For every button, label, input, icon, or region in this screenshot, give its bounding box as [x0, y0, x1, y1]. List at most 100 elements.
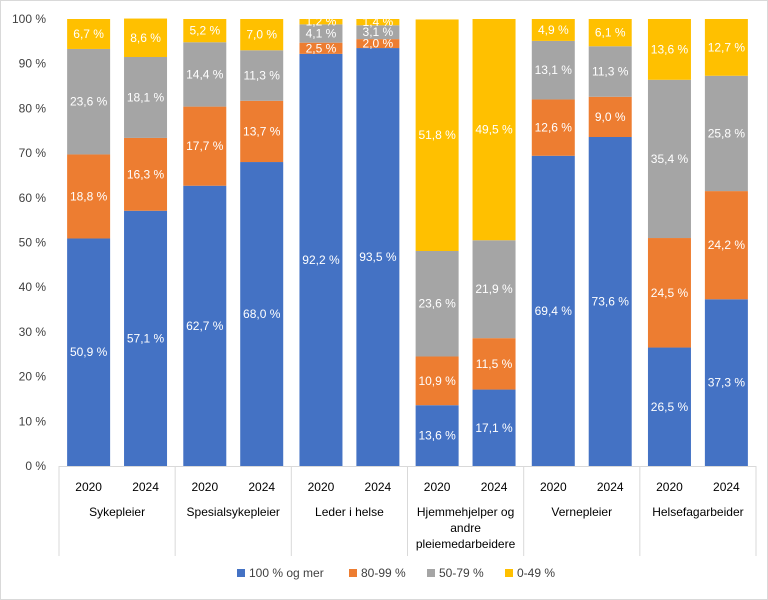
x-category-label: Vernepleier: [551, 505, 612, 519]
bar-segment: [588, 137, 632, 466]
data-label: 35,4 %: [651, 152, 689, 166]
bar-segment: [299, 53, 343, 467]
x-year-label: 2024: [597, 480, 624, 494]
y-tick-label: 30 %: [19, 325, 47, 339]
data-label: 12,7 %: [708, 40, 746, 54]
x-axis: 2020 2024 Sykepleier 2020 2024 Spesialsykeple…: [58, 466, 757, 556]
bar-segment: [531, 40, 575, 100]
data-label: 68,0 %: [243, 307, 281, 321]
bar-segment: [356, 19, 400, 26]
bar-segment: [647, 79, 691, 239]
bar-segment: [299, 24, 343, 43]
legend-swatch: [427, 569, 435, 577]
data-label: 1,2 %: [306, 15, 337, 29]
bar-segment: [704, 299, 748, 466]
bar-segment: [472, 338, 516, 390]
data-label: 1,4 %: [363, 15, 394, 29]
data-label: 13,7 %: [243, 124, 281, 138]
x-category-label: Spesialsykepleier: [187, 505, 280, 519]
y-tick-label: 70 %: [19, 146, 47, 160]
data-label: 50,9 %: [70, 345, 108, 359]
x-year-label: 2024: [481, 480, 508, 494]
y-tick-label: 40 %: [19, 280, 47, 294]
data-label: 93,5 %: [359, 250, 397, 264]
y-tick-label: 60 %: [19, 191, 47, 205]
bar-segment: [183, 42, 227, 107]
bar-segment: [647, 347, 691, 466]
data-label: 18,8 %: [70, 189, 108, 203]
bar-segment: [67, 19, 111, 49]
legend-label: 80-99 %: [361, 566, 406, 580]
bar-segment: [531, 99, 575, 156]
data-label: 92,2 %: [302, 253, 340, 267]
y-tick-label: 10 %: [19, 414, 47, 428]
bar-segment: [240, 100, 284, 163]
data-label: 13,6 %: [418, 429, 456, 443]
bar-segment: [415, 405, 459, 466]
data-label: 10,9 %: [418, 374, 456, 388]
bar-segment: [356, 39, 400, 49]
x-year-label: 2020: [191, 480, 218, 494]
x-year-label: 2020: [75, 480, 102, 494]
data-label: 4,9 %: [538, 23, 569, 37]
bar-segment: [67, 154, 111, 239]
x-category-label: Sykepleier: [89, 505, 145, 519]
data-label: 5,2 %: [189, 24, 220, 38]
bar-segment: [472, 240, 516, 339]
bars: 50,9 % 18,8 % 23,6 % 6,7 % 57,1 % 16,3 % 18,1 …: [67, 15, 748, 467]
data-label: 13,1 %: [535, 63, 573, 77]
legend-label: 50-79 %: [439, 566, 484, 580]
data-label: 24,2 %: [708, 238, 746, 252]
y-tick-label: 20 %: [19, 370, 47, 384]
bar-segment: [299, 19, 343, 25]
data-label: 6,7 %: [73, 27, 104, 41]
x-category-label: Helsefagarbeider: [652, 505, 743, 519]
legend-swatch: [505, 569, 513, 577]
data-label: 17,1 %: [475, 421, 513, 435]
bar-segment: [531, 19, 575, 41]
y-axis: 0 % 10 % 20 % 30 % 40 % 50 % 60 % 70 % 80 % 90 % 1…: [12, 12, 46, 473]
data-label: 51,8 %: [418, 128, 456, 142]
data-label: 69,4 %: [535, 304, 573, 318]
bar-segment: [124, 210, 168, 466]
bar-segment: [415, 356, 459, 406]
data-label: 7,0 %: [246, 28, 277, 42]
data-label: 23,6 %: [418, 297, 456, 311]
bar-segment: [183, 185, 227, 467]
legend-swatch: [349, 569, 357, 577]
data-label: 9,0 %: [595, 110, 626, 124]
x-year-label: 2024: [365, 480, 392, 494]
data-label: 17,7 %: [186, 139, 224, 153]
x-year-label: 2020: [424, 480, 451, 494]
bar-segment: [704, 75, 748, 192]
bar-segment: [240, 50, 284, 101]
data-label: 14,4 %: [186, 67, 224, 81]
data-label: 57,1 %: [127, 331, 165, 345]
x-category-label: Leder i helse: [315, 505, 384, 519]
y-tick-label: 90 %: [19, 57, 47, 71]
legend-label: 0-49 %: [517, 566, 555, 580]
bar-segment: [415, 19, 459, 252]
bar-segment: [415, 250, 459, 357]
data-label: 2,5 %: [306, 41, 337, 55]
legend: 100 % og mer 80-99 % 50-79 % 0-49 %: [237, 566, 555, 580]
data-label: 12,6 %: [535, 121, 573, 135]
bar-segment: [588, 96, 632, 138]
legend-label: 100 % og mer: [249, 566, 324, 580]
x-year-label: 2020: [308, 480, 335, 494]
x-year-label: 2020: [656, 480, 683, 494]
bar-segment: [704, 191, 748, 300]
data-label: 16,3 %: [127, 167, 165, 181]
bar-segment: [647, 238, 691, 348]
bar-segment: [67, 238, 111, 466]
y-tick-label: 50 %: [19, 236, 47, 250]
data-label: 24,5 %: [651, 286, 689, 300]
x-year-label: 2020: [540, 480, 567, 494]
bar-segment: [472, 389, 516, 466]
data-label: 11,5 %: [476, 357, 513, 371]
data-label: 11,3 %: [243, 69, 280, 83]
data-label: 26,5 %: [651, 400, 689, 414]
y-tick-label: 0 %: [25, 459, 46, 473]
y-tick-label: 80 %: [19, 101, 47, 115]
